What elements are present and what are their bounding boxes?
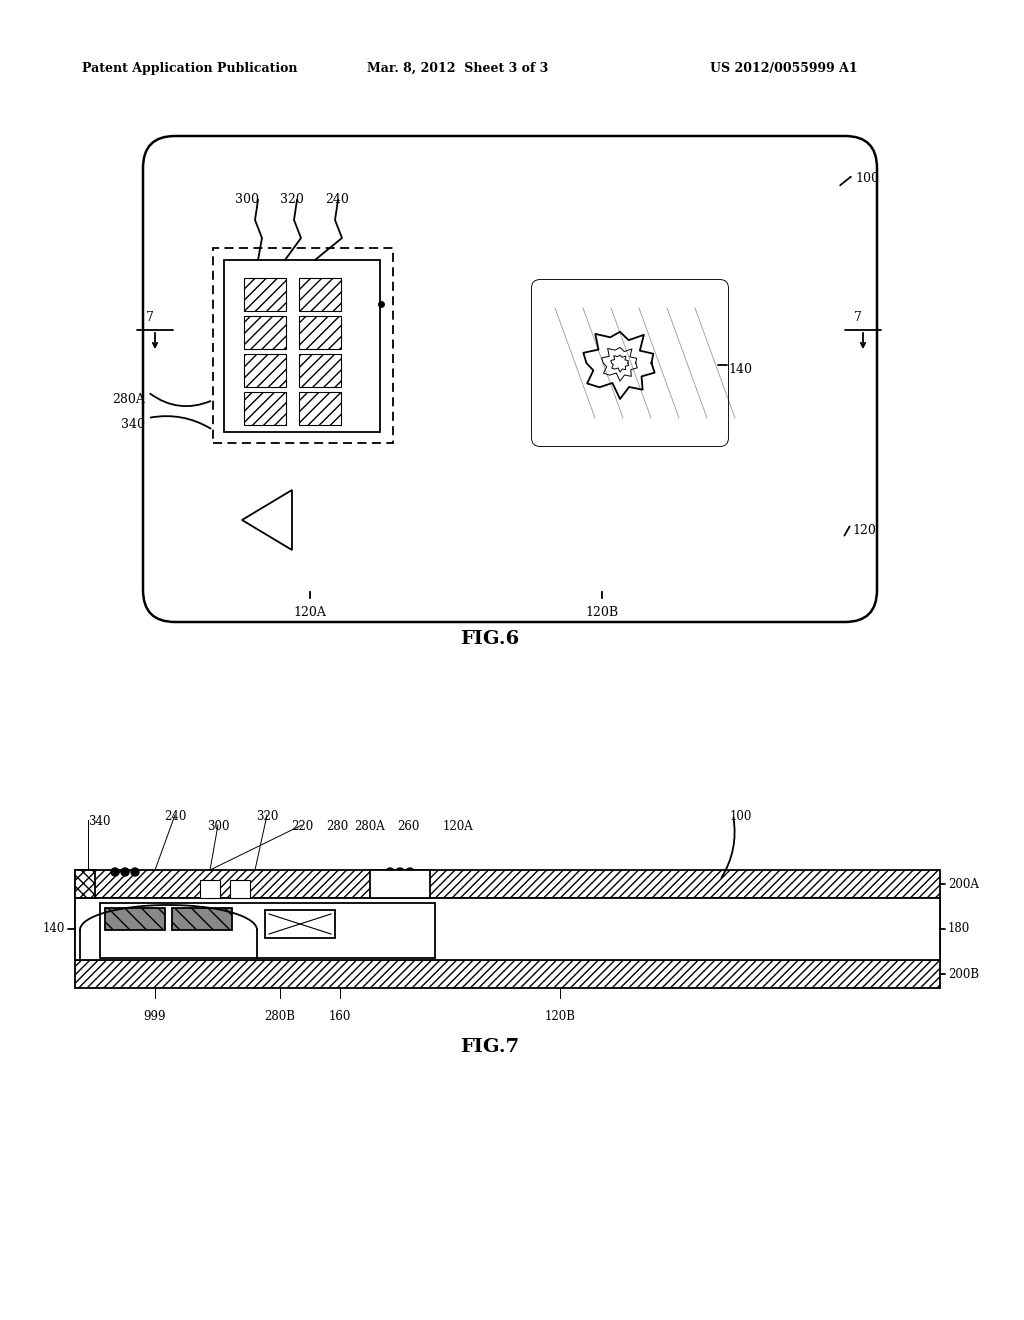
Text: 120A: 120A bbox=[294, 606, 327, 619]
Circle shape bbox=[386, 869, 394, 876]
Bar bbox=[244, 392, 286, 425]
Text: 140: 140 bbox=[43, 923, 65, 936]
Bar bbox=[213, 248, 393, 444]
Bar bbox=[299, 279, 341, 312]
Text: 240: 240 bbox=[325, 193, 349, 206]
Text: 280A: 280A bbox=[354, 820, 385, 833]
Bar bbox=[224, 260, 380, 432]
Text: 200A: 200A bbox=[948, 878, 979, 891]
FancyBboxPatch shape bbox=[532, 280, 728, 446]
Bar bbox=[244, 354, 286, 387]
Text: US 2012/0055999 A1: US 2012/0055999 A1 bbox=[710, 62, 858, 75]
Bar bbox=[75, 870, 940, 898]
Bar bbox=[244, 315, 286, 348]
Circle shape bbox=[406, 869, 414, 876]
Text: 340: 340 bbox=[121, 418, 145, 432]
Bar bbox=[172, 908, 232, 931]
Text: 320: 320 bbox=[256, 810, 279, 822]
Text: 300: 300 bbox=[234, 193, 259, 206]
Text: 140: 140 bbox=[728, 363, 752, 376]
Bar bbox=[244, 279, 286, 312]
FancyBboxPatch shape bbox=[532, 280, 728, 446]
Text: 160: 160 bbox=[329, 1010, 351, 1023]
Text: 320: 320 bbox=[280, 193, 304, 206]
Bar bbox=[75, 898, 940, 960]
Text: 220: 220 bbox=[291, 820, 313, 833]
Text: 200B: 200B bbox=[948, 968, 979, 981]
Text: 100: 100 bbox=[855, 172, 879, 185]
Text: 280B: 280B bbox=[264, 1010, 296, 1023]
Circle shape bbox=[396, 869, 404, 876]
Text: FIG.6: FIG.6 bbox=[461, 630, 519, 648]
Bar bbox=[200, 880, 220, 898]
Text: FIG.7: FIG.7 bbox=[461, 1038, 519, 1056]
Text: 7: 7 bbox=[854, 312, 862, 323]
Text: 120B: 120B bbox=[586, 606, 618, 619]
Bar bbox=[230, 880, 250, 898]
Bar bbox=[75, 898, 940, 960]
Text: 120B: 120B bbox=[545, 1010, 575, 1023]
Text: 280: 280 bbox=[326, 820, 348, 833]
Text: 180: 180 bbox=[948, 923, 971, 936]
Circle shape bbox=[121, 869, 129, 876]
Bar bbox=[75, 960, 940, 987]
Bar bbox=[370, 870, 430, 898]
Bar bbox=[299, 392, 341, 425]
Text: 280A: 280A bbox=[112, 393, 145, 407]
Text: 120A: 120A bbox=[442, 820, 473, 833]
Text: 7: 7 bbox=[146, 312, 154, 323]
Text: 300: 300 bbox=[207, 820, 229, 833]
Text: 340: 340 bbox=[88, 814, 111, 828]
Circle shape bbox=[131, 869, 139, 876]
Text: Mar. 8, 2012  Sheet 3 of 3: Mar. 8, 2012 Sheet 3 of 3 bbox=[367, 62, 548, 75]
Bar bbox=[75, 870, 95, 898]
Bar bbox=[299, 354, 341, 387]
Text: 240: 240 bbox=[164, 810, 186, 822]
Bar bbox=[105, 908, 165, 931]
Text: Patent Application Publication: Patent Application Publication bbox=[82, 62, 298, 75]
Text: 999: 999 bbox=[143, 1010, 166, 1023]
FancyBboxPatch shape bbox=[143, 136, 877, 622]
Bar bbox=[299, 315, 341, 348]
Text: 100: 100 bbox=[730, 810, 753, 822]
Circle shape bbox=[111, 869, 119, 876]
Bar bbox=[265, 909, 335, 939]
Text: 260: 260 bbox=[397, 820, 419, 833]
Bar bbox=[100, 903, 435, 958]
Text: 120: 120 bbox=[852, 524, 876, 537]
